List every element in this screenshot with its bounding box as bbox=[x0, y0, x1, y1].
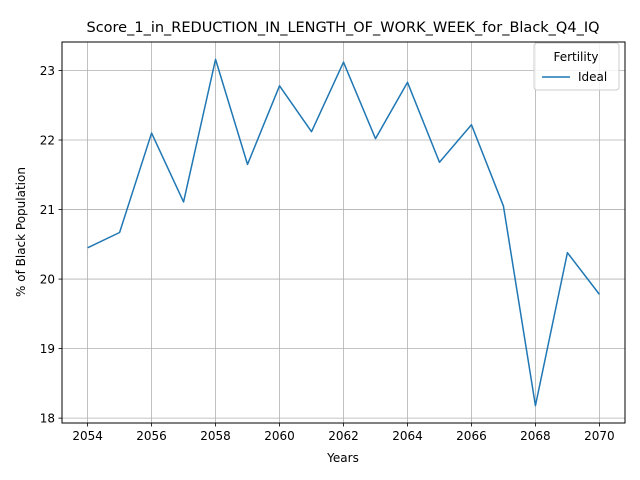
chart-title: Score_1_in_REDUCTION_IN_LENGTH_OF_WORK_W… bbox=[86, 20, 599, 36]
x-tick-label: 2070 bbox=[584, 429, 615, 443]
y-axis: 18 19 20 21 22 23 bbox=[40, 64, 62, 426]
series-line-ideal bbox=[87, 58, 601, 407]
x-tick-label: 2062 bbox=[328, 429, 359, 443]
legend: Fertility Ideal bbox=[533, 42, 620, 91]
y-tick-label: 20 bbox=[40, 273, 55, 287]
x-axis: 2054 2056 2058 2060 2062 2064 2066 2068 2070 bbox=[72, 423, 615, 443]
x-tick-label: 2058 bbox=[200, 429, 231, 443]
x-axis-label: Years bbox=[326, 451, 359, 465]
grid bbox=[62, 42, 625, 423]
x-tick-label: 2056 bbox=[136, 429, 167, 443]
y-tick-label: 19 bbox=[40, 342, 55, 356]
x-tick-label: 2054 bbox=[72, 429, 103, 443]
legend-title: Fertility bbox=[553, 50, 598, 64]
y-tick-label: 18 bbox=[40, 412, 55, 426]
legend-box bbox=[533, 42, 620, 91]
y-tick-label: 23 bbox=[40, 64, 55, 78]
y-tick-label: 22 bbox=[40, 134, 55, 148]
x-tick-label: 2060 bbox=[264, 429, 295, 443]
x-tick-label: 2068 bbox=[520, 429, 551, 443]
x-tick-label: 2064 bbox=[392, 429, 423, 443]
legend-label-ideal: Ideal bbox=[578, 70, 607, 84]
x-tick-label: 2066 bbox=[456, 429, 487, 443]
series-lines bbox=[87, 58, 601, 407]
y-tick-label: 21 bbox=[40, 203, 55, 217]
y-axis-label: % of Black Population bbox=[14, 167, 28, 297]
